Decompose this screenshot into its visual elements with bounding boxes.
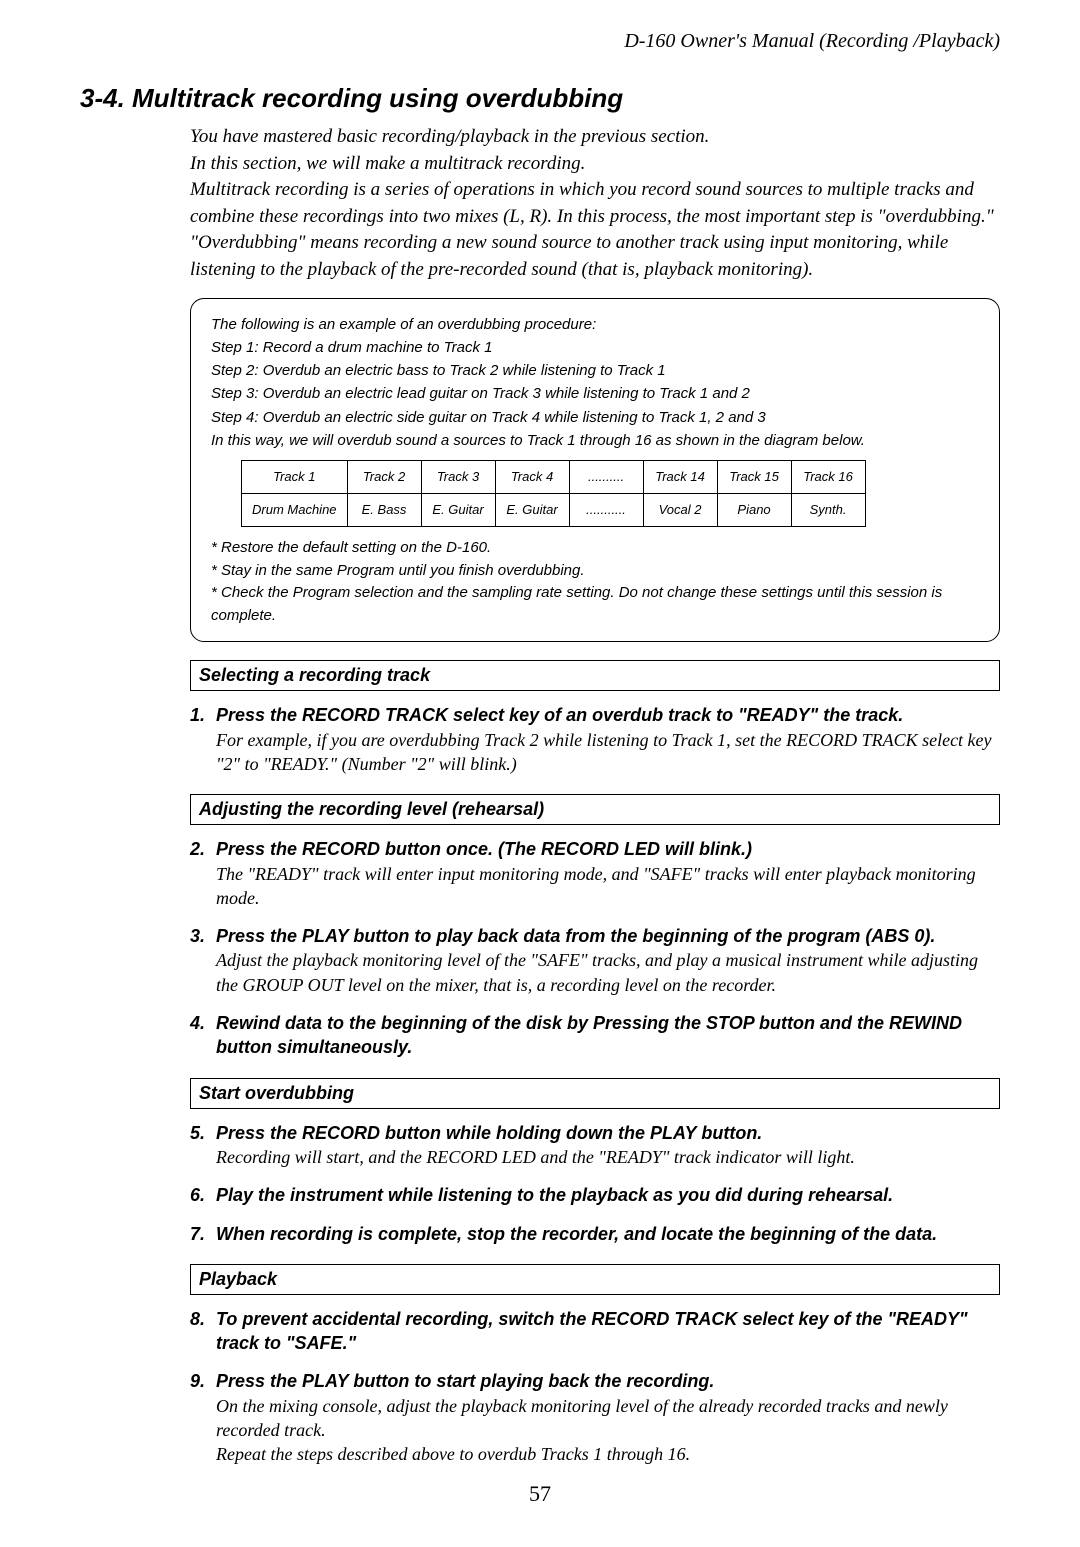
table-cell: Track 3: [421, 461, 495, 494]
step-title: Press the PLAY button to play back data …: [216, 924, 935, 948]
step-number: 1.: [190, 703, 216, 727]
step-2-body: The "READY" track will enter input monit…: [216, 862, 1000, 911]
table-row: Drum Machine E. Bass E. Guitar E. Guitar…: [242, 494, 866, 527]
step-number: 2.: [190, 837, 216, 861]
intro-line-1: You have mastered basic recording/playba…: [190, 126, 709, 147]
procedure-line: In this way, we will overdub sound a sou…: [211, 429, 979, 452]
step-title: When recording is complete, stop the rec…: [216, 1222, 937, 1246]
step-2: 2. Press the RECORD button once. (The RE…: [190, 837, 1000, 910]
step-9: 9. Press the PLAY button to start playin…: [190, 1369, 1000, 1466]
note-line: * Check the Program selection and the sa…: [211, 582, 979, 627]
step-number: 9.: [190, 1369, 216, 1393]
step-number: 7.: [190, 1222, 216, 1246]
section-selecting: Selecting a recording track: [190, 660, 1000, 691]
step-9-head: 9. Press the PLAY button to start playin…: [190, 1369, 1000, 1393]
step-number: 3.: [190, 924, 216, 948]
table-cell: ..........: [569, 461, 643, 494]
procedure-line: Step 1: Record a drum machine to Track 1: [211, 336, 979, 359]
procedure-box: The following is an example of an overdu…: [190, 298, 1000, 643]
step-title: Press the PLAY button to start playing b…: [216, 1369, 714, 1393]
step-number: 5.: [190, 1121, 216, 1145]
table-cell: Track 14: [643, 461, 717, 494]
table-cell: Track 1: [242, 461, 348, 494]
intro-line-2: In this section, we will make a multitra…: [190, 153, 585, 174]
intro-line-3: Multitrack recording is a series of oper…: [190, 179, 994, 280]
section-title: 3-4. Multitrack recording using overdubb…: [80, 83, 1000, 114]
step-number: 6.: [190, 1183, 216, 1207]
procedure-notes: * Restore the default setting on the D-1…: [211, 537, 979, 627]
track-table: Track 1 Track 2 Track 3 Track 4 ........…: [241, 460, 866, 527]
step-4-head: 4. Rewind data to the beginning of the d…: [190, 1011, 1000, 1060]
step-title: Rewind data to the beginning of the disk…: [216, 1011, 1000, 1060]
step-number: 8.: [190, 1307, 216, 1356]
intro-paragraph: You have mastered basic recording/playba…: [190, 124, 1000, 284]
table-row: Track 1 Track 2 Track 3 Track 4 ........…: [242, 461, 866, 494]
step-2-head: 2. Press the RECORD button once. (The RE…: [190, 837, 1000, 861]
table-cell: E. Guitar: [421, 494, 495, 527]
step-5: 5. Press the RECORD button while holding…: [190, 1121, 1000, 1170]
step-6: 6. Play the instrument while listening t…: [190, 1183, 1000, 1207]
header-right: D-160 Owner's Manual (Recording /Playbac…: [80, 30, 1000, 53]
table-cell: Track 2: [347, 461, 421, 494]
step-4: 4. Rewind data to the beginning of the d…: [190, 1011, 1000, 1060]
table-cell: Track 4: [495, 461, 569, 494]
step-8-head: 8. To prevent accidental recording, swit…: [190, 1307, 1000, 1356]
table-cell: E. Guitar: [495, 494, 569, 527]
section-adjusting: Adjusting the recording level (rehearsal…: [190, 794, 1000, 825]
step-7: 7. When recording is complete, stop the …: [190, 1222, 1000, 1246]
step-6-head: 6. Play the instrument while listening t…: [190, 1183, 1000, 1207]
table-cell: Drum Machine: [242, 494, 348, 527]
table-cell: Vocal 2: [643, 494, 717, 527]
note-line: * Restore the default setting on the D-1…: [211, 537, 979, 560]
table-cell: Track 16: [791, 461, 865, 494]
procedure-line: Step 2: Overdub an electric bass to Trac…: [211, 359, 979, 382]
step-title: To prevent accidental recording, switch …: [216, 1307, 1000, 1356]
step-7-head: 7. When recording is complete, stop the …: [190, 1222, 1000, 1246]
table-cell: ...........: [569, 494, 643, 527]
page-container: D-160 Owner's Manual (Recording /Playbac…: [0, 0, 1080, 1547]
procedure-line: Step 4: Overdub an electric side guitar …: [211, 406, 979, 429]
section-playback: Playback: [190, 1264, 1000, 1295]
page-number: 57: [80, 1481, 1000, 1507]
step-1-body: For example, if you are overdubbing Trac…: [216, 728, 1000, 777]
table-cell: E. Bass: [347, 494, 421, 527]
step-9-body: On the mixing console, adjust the playba…: [216, 1394, 1000, 1443]
step-3-body: Adjust the playback monitoring level of …: [216, 948, 1000, 997]
step-title: Press the RECORD button while holding do…: [216, 1121, 762, 1145]
step-5-head: 5. Press the RECORD button while holding…: [190, 1121, 1000, 1145]
step-1: 1. Press the RECORD TRACK select key of …: [190, 703, 1000, 776]
step-number: 4.: [190, 1011, 216, 1060]
step-1-head: 1. Press the RECORD TRACK select key of …: [190, 703, 1000, 727]
table-cell: Piano: [717, 494, 791, 527]
section-start: Start overdubbing: [190, 1078, 1000, 1109]
step-9-body2: Repeat the steps described above to over…: [216, 1442, 1000, 1466]
procedure-line: The following is an example of an overdu…: [211, 313, 979, 336]
note-line: * Stay in the same Program until you fin…: [211, 560, 979, 583]
step-3: 3. Press the PLAY button to play back da…: [190, 924, 1000, 997]
procedure-line: Step 3: Overdub an electric lead guitar …: [211, 382, 979, 405]
step-3-head: 3. Press the PLAY button to play back da…: [190, 924, 1000, 948]
step-title: Play the instrument while listening to t…: [216, 1183, 893, 1207]
step-5-body: Recording will start, and the RECORD LED…: [216, 1145, 1000, 1169]
step-8: 8. To prevent accidental recording, swit…: [190, 1307, 1000, 1356]
table-cell: Synth.: [791, 494, 865, 527]
table-cell: Track 15: [717, 461, 791, 494]
step-title: Press the RECORD TRACK select key of an …: [216, 703, 903, 727]
step-title: Press the RECORD button once. (The RECOR…: [216, 837, 752, 861]
